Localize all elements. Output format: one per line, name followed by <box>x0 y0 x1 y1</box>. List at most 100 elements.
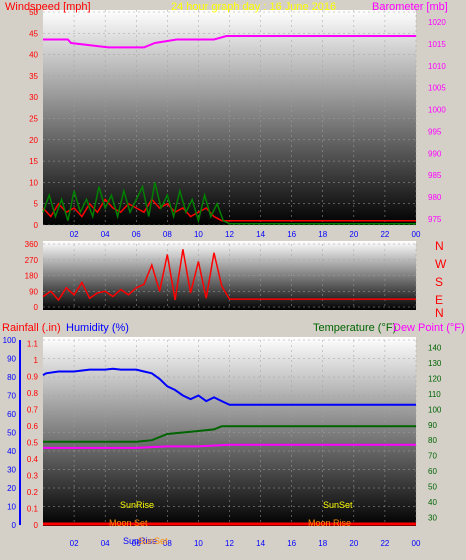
y-tick-label: 1005 <box>428 84 446 93</box>
y-tick-label: 45 <box>29 29 38 38</box>
x-tick-label: 22 <box>380 230 389 239</box>
y-tick-label: 70 <box>7 392 16 401</box>
y-tick-label: 0.2 <box>27 488 39 497</box>
axis-labels: 0510152025303540455097598098599099510001… <box>3 8 447 548</box>
y-tick-label: 90 <box>428 421 437 430</box>
temperature-axis-label: Temperature (°F) <box>313 322 396 334</box>
y-tick-label: 50 <box>7 429 16 438</box>
rainfall-axis-label: Rainfall (.in) <box>2 322 61 334</box>
y-tick-label: 180 <box>25 272 39 281</box>
wind-plot-area <box>43 10 416 225</box>
y-tick-label: 995 <box>428 127 442 136</box>
y-tick-label: 1020 <box>428 18 446 27</box>
y-tick-label: 30 <box>29 93 38 102</box>
y-tick-label: 120 <box>428 375 442 384</box>
compass-label: N <box>435 306 444 320</box>
x-tick-label: 06 <box>132 230 141 239</box>
barometer-axis-label: Barometer [mb] <box>372 1 448 13</box>
y-tick-label: 140 <box>428 344 442 353</box>
dewpoint-axis-label: Dew Point (°F) <box>393 322 465 334</box>
y-tick-label: 0.9 <box>27 372 39 381</box>
y-tick-label: 35 <box>29 72 38 81</box>
x-tick-label: 18 <box>318 230 327 239</box>
moonrise-label: Moon Rise <box>308 518 351 528</box>
windspeed-line <box>42 198 416 222</box>
y-tick-label: 1000 <box>428 106 446 115</box>
y-tick-label: 40 <box>29 51 38 60</box>
y-tick-label: 0.1 <box>27 504 39 513</box>
y-tick-label: 0.8 <box>27 389 39 398</box>
y-tick-label: 980 <box>428 193 442 202</box>
y-tick-label: 0.7 <box>27 405 39 414</box>
y-tick-label: 25 <box>29 115 38 124</box>
y-tick-label: 0 <box>34 221 39 230</box>
y-tick-label: 985 <box>428 171 442 180</box>
y-tick-label: 40 <box>7 447 16 456</box>
x-tick-label: 12 <box>225 230 234 239</box>
x-tick-label: 08 <box>163 539 172 548</box>
humidity-line <box>42 367 416 406</box>
y-tick-label: 60 <box>7 410 16 419</box>
compass-label: E <box>435 293 443 307</box>
x-tick-label: 14 <box>256 230 265 239</box>
y-tick-label: 30 <box>7 466 16 475</box>
y-tick-label: 50 <box>29 8 38 17</box>
y-tick-label: 1015 <box>428 40 446 49</box>
windspeed-axis-label: Windspeed [mph] <box>5 1 91 13</box>
x-tick-label: 18 <box>318 539 327 548</box>
y-tick-label: 80 <box>7 373 16 382</box>
sunrise-label: SunRise <box>120 500 154 510</box>
y-tick-label: 90 <box>7 355 16 364</box>
x-tick-label: 02 <box>70 539 79 548</box>
y-tick-label: 110 <box>428 390 441 399</box>
y-tick-label: 40 <box>428 498 437 507</box>
y-tick-label: 1010 <box>428 62 446 71</box>
compass-label: S <box>435 275 443 289</box>
barometer-line <box>43 35 416 49</box>
y-tick-label: 70 <box>428 452 437 461</box>
y-tick-label: 100 <box>3 336 17 345</box>
x-tick-label: 20 <box>349 539 358 548</box>
x-tick-label: 02 <box>70 230 79 239</box>
series-lines <box>42 35 416 526</box>
x-tick-label: 08 <box>163 230 172 239</box>
y-tick-label: 270 <box>25 256 39 265</box>
x-tick-label: 16 <box>287 230 296 239</box>
x-tick-label: 20 <box>349 230 358 239</box>
y-tick-label: 10 <box>29 178 38 187</box>
temperature-line <box>43 425 416 443</box>
x-tick-label: 22 <box>380 539 389 548</box>
y-tick-label: 5 <box>34 200 39 209</box>
y-tick-label: 990 <box>428 149 442 158</box>
y-tick-label: 90 <box>29 287 38 296</box>
bottom-sunrise-label: SunRise <box>123 536 157 546</box>
y-tick-label: 80 <box>428 436 437 445</box>
y-tick-label: 20 <box>7 484 16 493</box>
humidity-axis-label: Humidity (%) <box>66 322 129 334</box>
compass-label: W <box>435 257 447 271</box>
y-tick-label: 130 <box>428 359 442 368</box>
y-tick-label: 1.1 <box>27 339 39 348</box>
direction-line <box>42 249 416 302</box>
x-tick-label: 16 <box>287 539 296 548</box>
y-tick-label: 15 <box>29 157 38 166</box>
dewpoint-line <box>43 443 416 449</box>
y-tick-label: 0 <box>34 303 39 312</box>
moonset-label: Moon Set <box>109 518 148 528</box>
x-tick-label: 00 <box>412 539 421 548</box>
y-tick-label: 0.4 <box>27 455 39 464</box>
y-tick-label: 100 <box>428 405 442 414</box>
y-tick-label: 30 <box>428 513 437 522</box>
x-tick-label: 14 <box>256 539 265 548</box>
y-tick-label: 0.5 <box>27 438 39 447</box>
y-tick-label: 0 <box>34 521 39 530</box>
x-tick-label: 04 <box>101 230 110 239</box>
y-tick-label: 60 <box>428 467 437 476</box>
bottom-sunset-label: SunSet <box>138 536 168 546</box>
y-tick-label: 0.3 <box>27 471 39 480</box>
y-tick-label: 360 <box>25 240 39 249</box>
compass-label: N <box>435 239 444 253</box>
y-tick-label: 50 <box>428 482 437 491</box>
x-tick-label: 00 <box>412 230 421 239</box>
x-tick-label: 10 <box>194 230 203 239</box>
